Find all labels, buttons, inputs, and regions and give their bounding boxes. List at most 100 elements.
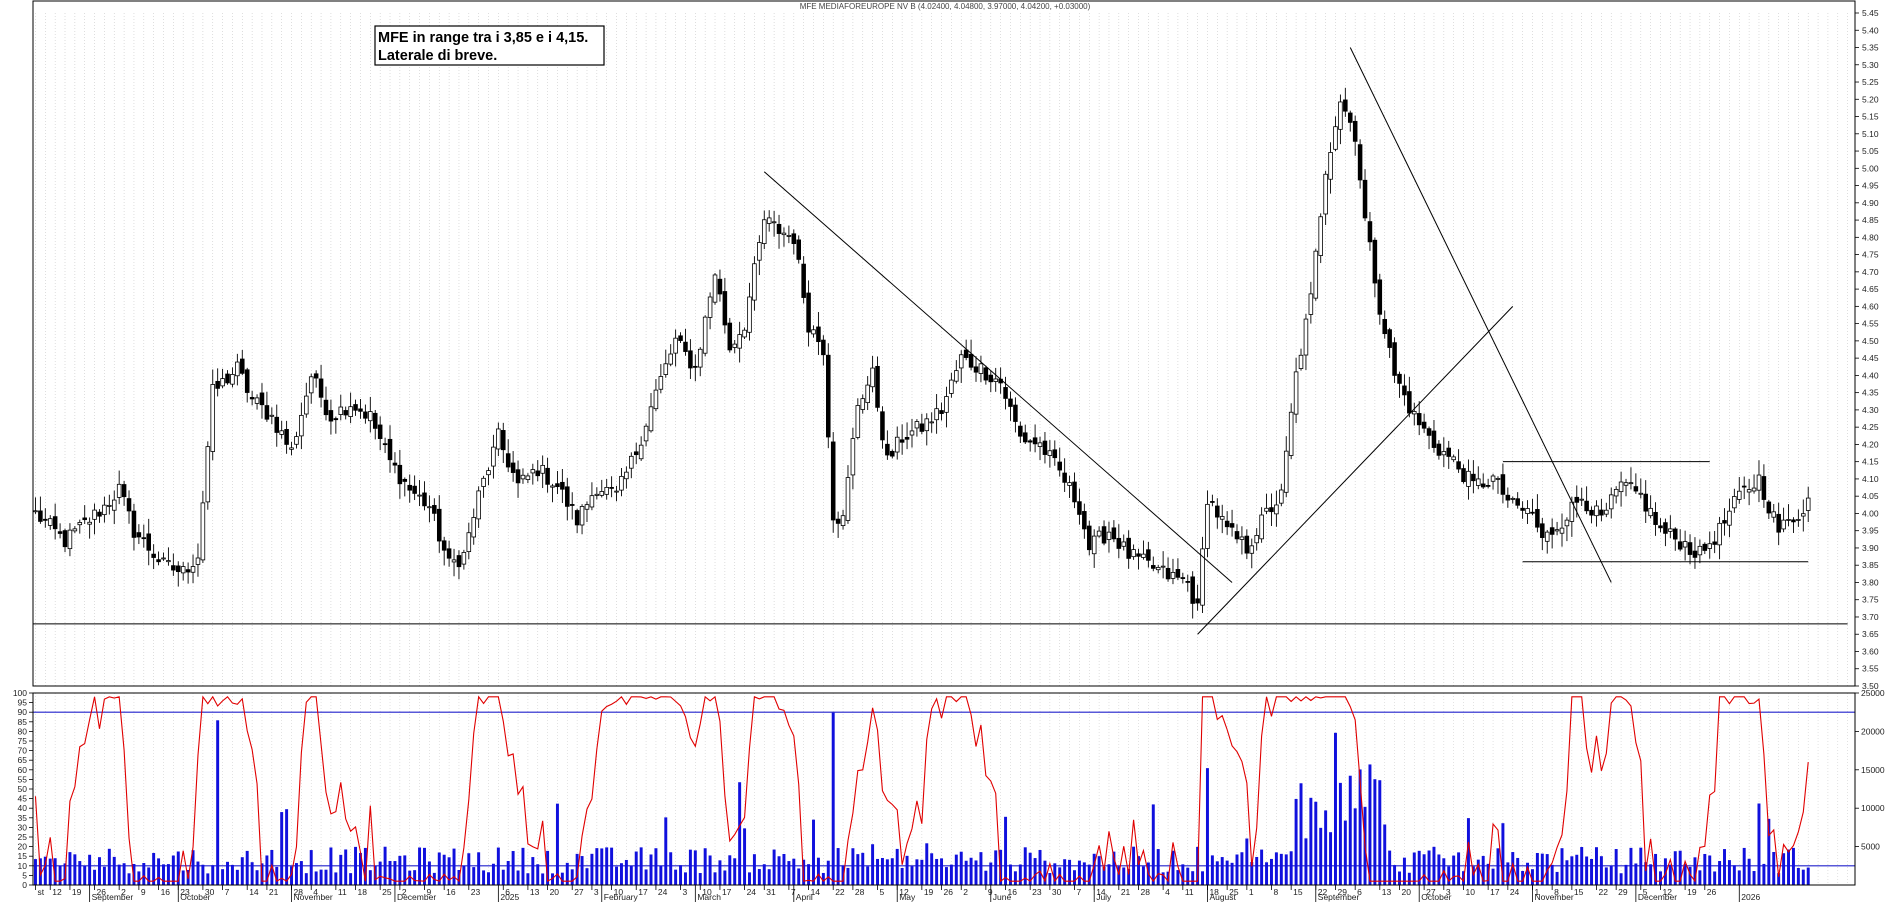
candle	[806, 280, 811, 347]
candle-body	[372, 412, 378, 429]
candle-body	[673, 337, 678, 354]
candle-body	[1549, 527, 1555, 535]
candle-body	[1476, 478, 1481, 486]
y-tick-label: 3.55	[1862, 664, 1879, 674]
candle-body	[294, 436, 299, 445]
volume-bar	[1703, 853, 1707, 885]
volume-bar	[989, 862, 993, 885]
candle	[1579, 487, 1584, 506]
candle-body	[880, 411, 885, 441]
volume-bar	[496, 847, 500, 885]
candle-body	[924, 418, 930, 432]
volume-bar	[211, 865, 215, 885]
y-tick-label: 5.10	[1862, 129, 1879, 139]
candle	[131, 503, 137, 551]
candle-body	[702, 316, 708, 354]
candle	[1741, 476, 1747, 500]
candle	[126, 490, 132, 524]
candle	[210, 369, 216, 461]
volume-bar	[275, 866, 279, 885]
osc-tick-label: 100	[13, 688, 27, 698]
candle-body	[1554, 529, 1560, 532]
chart-title: MFE MEDIAFOREUROPE NV B (4.02400, 4.0480…	[800, 2, 1091, 11]
volume-bar	[245, 850, 249, 885]
candle	[638, 436, 644, 461]
candle-body	[1756, 474, 1762, 491]
candle-body	[954, 370, 959, 382]
x-day-label: 14	[1096, 887, 1106, 897]
candle-body	[412, 485, 417, 494]
candle	[1303, 313, 1309, 370]
candle-body	[983, 367, 989, 381]
volume-bar	[516, 870, 520, 885]
candle-body	[259, 392, 265, 406]
candle-body	[525, 475, 531, 480]
x-day-label: 24	[747, 887, 757, 897]
volume-bar	[1530, 869, 1534, 885]
volume-bar	[1122, 867, 1126, 885]
volume-bar	[1580, 847, 1584, 885]
y-tick-label: 4.80	[1862, 232, 1879, 242]
volume-bar	[304, 873, 308, 885]
candle-body	[658, 376, 664, 390]
candle-body	[348, 406, 353, 417]
x-month-label: 2025	[500, 892, 519, 902]
candle	[121, 480, 127, 506]
candle-body	[757, 242, 762, 261]
x-day-label: 22	[1318, 887, 1328, 897]
candle	[1707, 531, 1713, 559]
candle	[584, 501, 590, 522]
volume-bar	[329, 847, 333, 885]
candle	[1224, 511, 1230, 535]
volume-bar	[1585, 856, 1589, 885]
candle	[786, 225, 792, 244]
candle	[1377, 273, 1383, 325]
candle	[569, 492, 575, 520]
volume-bar	[718, 860, 722, 885]
volume-bar	[565, 862, 569, 885]
candle	[958, 350, 964, 384]
candle	[1638, 478, 1644, 499]
candle-body	[146, 533, 151, 551]
candle	[1643, 480, 1648, 523]
y-tick-label: 5.20	[1862, 94, 1879, 104]
volume-bar	[1614, 849, 1618, 885]
candle	[604, 479, 609, 500]
candle	[175, 561, 181, 587]
candle	[781, 227, 787, 247]
volume-bar	[1432, 846, 1436, 885]
candle	[688, 339, 693, 379]
candle	[609, 476, 614, 498]
candle	[284, 420, 289, 454]
candle	[1101, 520, 1107, 546]
candle-body	[471, 517, 476, 538]
volume-bar	[1526, 862, 1530, 885]
x-day-label: 13	[1382, 887, 1392, 897]
volume-bar	[821, 872, 825, 885]
candle	[461, 549, 467, 570]
candle	[752, 256, 757, 311]
candle-body	[1269, 507, 1274, 513]
candle-body	[38, 510, 43, 522]
y-tick-label: 3.50	[1862, 681, 1879, 691]
candle	[146, 518, 151, 566]
volume-bar	[127, 873, 131, 885]
candle-body	[1490, 475, 1496, 482]
volume-bar	[1378, 780, 1382, 885]
volume-bar	[585, 868, 589, 885]
volume-bar	[979, 852, 983, 885]
candle	[1288, 403, 1294, 460]
candle-body	[811, 329, 816, 335]
volume-bar	[181, 870, 185, 885]
x-day-label: 2	[121, 887, 126, 897]
volume-bar	[1043, 860, 1047, 885]
volume-bar	[290, 866, 294, 885]
candle-body	[796, 239, 802, 260]
candle	[294, 431, 299, 449]
x-day-label: 11	[338, 887, 347, 897]
candle-body	[781, 232, 787, 236]
candle-body	[707, 296, 713, 318]
x-day-label: 16	[1008, 887, 1018, 897]
candle	[919, 413, 925, 435]
volume-bar	[196, 861, 200, 885]
